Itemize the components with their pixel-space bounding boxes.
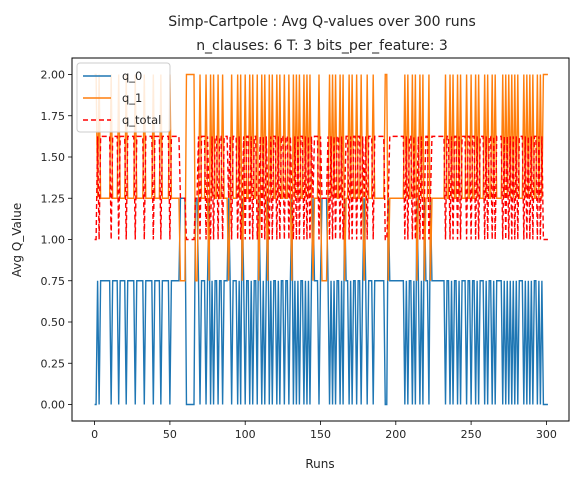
x-axis-label: Runs bbox=[305, 457, 334, 471]
legend-label-q1: q_1 bbox=[122, 91, 142, 105]
x-tick-label: 100 bbox=[235, 428, 256, 441]
y-tick-label: 1.75 bbox=[41, 110, 66, 123]
y-axis: 0.00 0.25 0.50 0.75 1.00 1.25 1.50 1.75 2.00 bbox=[41, 69, 72, 412]
y-tick-label: 0.25 bbox=[41, 357, 66, 370]
x-axis: 0 50 100 150 200 250 300 bbox=[91, 421, 557, 441]
legend-label-qtotal: q_total bbox=[122, 113, 161, 127]
legend-label-q0: q_0 bbox=[122, 69, 142, 83]
y-tick-label: 0.75 bbox=[41, 275, 66, 288]
chart-title: Simp-Cartpole : Avg Q-values over 300 ru… bbox=[168, 14, 476, 30]
y-tick-label: 1.00 bbox=[41, 234, 66, 247]
y-tick-label: 0.00 bbox=[41, 399, 66, 412]
x-tick-label: 0 bbox=[91, 428, 98, 441]
y-axis-label: Avg Q_Value bbox=[10, 203, 24, 277]
y-tick-label: 0.50 bbox=[41, 316, 66, 329]
legend: q_0 q_1 q_total bbox=[76, 62, 171, 133]
chart-subtitle: n_clauses: 6 T: 3 bits_per_feature: 3 bbox=[196, 38, 448, 54]
series-line-q-total bbox=[94, 135, 548, 241]
y-tick-label: 1.25 bbox=[41, 192, 66, 205]
y-tick-label: 2.00 bbox=[41, 69, 66, 82]
x-tick-label: 250 bbox=[461, 428, 482, 441]
y-tick-label: 1.50 bbox=[41, 151, 66, 164]
x-tick-label: 150 bbox=[310, 428, 331, 441]
legend-box bbox=[76, 62, 171, 133]
x-tick-label: 200 bbox=[385, 428, 406, 441]
x-tick-label: 300 bbox=[536, 428, 557, 441]
x-tick-label: 50 bbox=[163, 428, 177, 441]
